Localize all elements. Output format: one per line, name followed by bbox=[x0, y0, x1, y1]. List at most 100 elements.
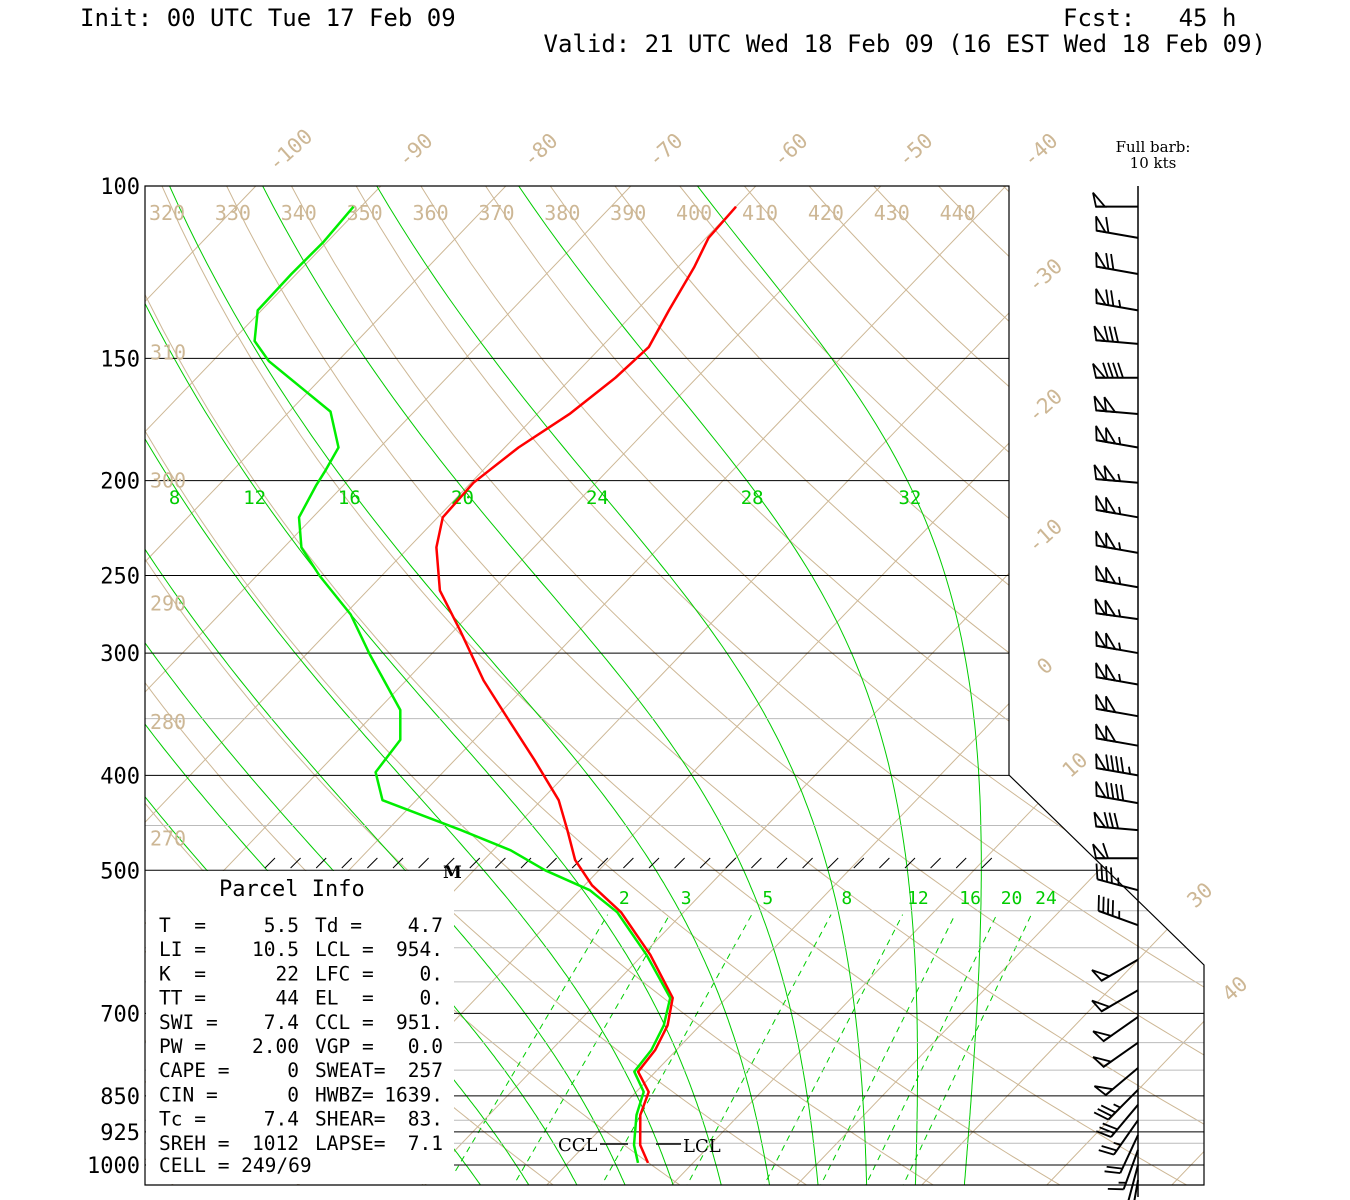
wind-barb bbox=[1092, 1016, 1139, 1043]
wind-barb-flag bbox=[1095, 215, 1108, 234]
dry-adiabat-line bbox=[205, 186, 1204, 1185]
parcel-row-label: T = bbox=[159, 914, 206, 937]
wind-barb-full bbox=[1107, 362, 1114, 379]
isotherm-label: -70 bbox=[643, 128, 687, 171]
wind-barb-full bbox=[1105, 252, 1110, 269]
parcel-row-value: 7.4 bbox=[264, 1108, 299, 1131]
wind-barb-flag bbox=[1095, 753, 1108, 771]
parcel-row-label: CCL = bbox=[315, 1011, 374, 1034]
wind-barb-full bbox=[1105, 782, 1110, 799]
parcel-row-value: 7.4 bbox=[264, 1011, 299, 1034]
wind-barb-flag bbox=[1095, 723, 1108, 742]
mixing-ratio-label: 16 bbox=[959, 888, 981, 909]
moist-adiabat-label: 20 bbox=[451, 487, 474, 509]
wind-barb bbox=[1093, 811, 1139, 832]
isotherm-line bbox=[145, 186, 448, 1185]
wind-barb bbox=[1093, 325, 1139, 345]
wind-barb-full bbox=[1100, 1104, 1116, 1114]
parcel-row-value: 1012 bbox=[252, 1132, 299, 1155]
hatch-mark bbox=[725, 857, 737, 869]
wind-barb-flag bbox=[1095, 288, 1108, 306]
wind-barb-flag bbox=[1105, 725, 1118, 743]
mixing-ratio-line bbox=[684, 914, 832, 1185]
theta-label: 410 bbox=[742, 201, 778, 225]
wind-barb bbox=[1133, 1179, 1139, 1200]
mixing-ratio-label: 20 bbox=[1001, 888, 1023, 909]
hatch-mark bbox=[264, 857, 276, 869]
dry-adiabat-line bbox=[770, 186, 1204, 1185]
wind-barb-half bbox=[1127, 766, 1132, 775]
parcel-cell: CELL = 249/69 bbox=[159, 1154, 312, 1177]
wind-barb-full bbox=[1102, 362, 1109, 379]
parcel-row-label: SHEAR= bbox=[315, 1108, 385, 1131]
parcel-row-label: SREH = bbox=[159, 1132, 229, 1155]
wind-barb bbox=[1095, 565, 1139, 589]
wind-barb-flag bbox=[1105, 664, 1118, 682]
theta-label: 320 bbox=[149, 201, 185, 225]
wind-barb bbox=[1092, 362, 1138, 379]
wind-barb-flag bbox=[1093, 811, 1107, 829]
mixing-ratio-label: 24 bbox=[1035, 888, 1057, 909]
wind-barb-staff bbox=[1098, 909, 1139, 927]
isotherm-label: 30 bbox=[1183, 878, 1218, 913]
isotherm-label: -90 bbox=[393, 128, 437, 171]
forecast-hour: Fcst: 45 h bbox=[1063, 4, 1236, 32]
wind-barb-flag bbox=[1105, 496, 1118, 515]
mixing-ratio-line bbox=[863, 914, 998, 1185]
wind-barb-flag bbox=[1105, 532, 1118, 551]
wind-barb bbox=[1095, 425, 1139, 449]
hatch-mark bbox=[290, 857, 301, 869]
mixing-ratio-line bbox=[598, 914, 753, 1185]
isotherm-line bbox=[1292, 117, 1350, 1190]
plot-outline bbox=[144, 185, 1205, 1186]
parcel-row-label: SWEAT= bbox=[315, 1059, 385, 1082]
wind-barb-full bbox=[1120, 784, 1125, 801]
wind-barb bbox=[1095, 251, 1139, 275]
wind-barb-flag bbox=[1095, 631, 1108, 649]
isotherm-label: -40 bbox=[1018, 128, 1062, 171]
hatch-mark bbox=[469, 857, 481, 869]
wind-barb-full bbox=[1095, 863, 1099, 880]
parcel-info-title: Parcel Info bbox=[219, 877, 365, 902]
hatch-mark bbox=[802, 857, 813, 869]
theta-label: 380 bbox=[544, 201, 580, 225]
wind-barb-full bbox=[1110, 253, 1115, 270]
theta-label: 280 bbox=[150, 710, 186, 734]
parcel-row-value: 0. bbox=[420, 962, 443, 985]
hatch-mark bbox=[904, 857, 916, 869]
wind-barb-full bbox=[1117, 362, 1124, 379]
dry-adiabat-line bbox=[833, 186, 1204, 1185]
moist-adiabat-line bbox=[149, 186, 771, 1185]
wind-barb-half bbox=[1117, 473, 1121, 482]
moist-adiabat-line bbox=[350, 186, 868, 1185]
wind-barb-full bbox=[1103, 811, 1109, 828]
isotherm-label: -60 bbox=[768, 128, 812, 171]
isotherm-line bbox=[1166, 186, 1204, 1185]
wind-barb bbox=[1093, 1067, 1139, 1097]
moist-adiabat-label: 32 bbox=[898, 487, 921, 509]
parcel-row-value: 1639. bbox=[384, 1083, 443, 1106]
wind-barb bbox=[1104, 1134, 1139, 1175]
wind-barb bbox=[1091, 989, 1139, 1013]
wind-barb-full bbox=[1115, 756, 1120, 773]
moist-adiabat-label: 24 bbox=[586, 487, 609, 509]
parcel-row-label: HWBZ= bbox=[315, 1083, 374, 1106]
wind-barb-flag bbox=[1093, 325, 1107, 343]
hatch-mark bbox=[623, 857, 634, 869]
pressure-tick-label: 150 bbox=[100, 347, 140, 372]
wind-barb-flag bbox=[1103, 396, 1117, 414]
wind-barb-half bbox=[1118, 642, 1122, 651]
wind-barb bbox=[1107, 1149, 1139, 1191]
isotherm-line bbox=[145, 186, 323, 1185]
wind-barb-full bbox=[1106, 1165, 1123, 1170]
wind-barb-flag bbox=[1092, 363, 1107, 379]
hatch-mark bbox=[341, 857, 353, 869]
moist-adiabat-label: 8 bbox=[169, 487, 180, 509]
valid-time: Valid: 21 UTC Wed 18 Feb 09 (16 EST Wed … bbox=[544, 30, 1266, 58]
wind-barb bbox=[1092, 192, 1138, 208]
wind-barb-full bbox=[1100, 864, 1104, 881]
pressure-tick-label: 700 bbox=[100, 1002, 140, 1027]
wind-barb bbox=[1095, 530, 1139, 554]
parcel-row-label: CAPE = bbox=[159, 1059, 229, 1082]
parcel-row-value: 44 bbox=[276, 987, 299, 1010]
